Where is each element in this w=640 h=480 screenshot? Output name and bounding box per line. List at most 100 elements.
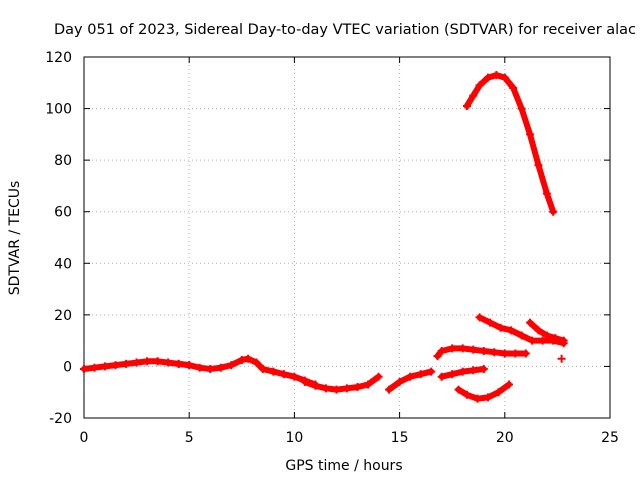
chart-title: Day 051 of 2023, Sidereal Day-to-day VTE…: [54, 22, 636, 38]
data-point: [153, 357, 162, 366]
data-point: [258, 365, 267, 374]
data-point: [132, 358, 141, 367]
data-point: [448, 370, 457, 379]
y-tick-label: 20: [54, 308, 72, 324]
data-point: [195, 363, 204, 372]
data-point: [290, 372, 299, 381]
data-point: [427, 367, 436, 376]
data-point: [521, 349, 530, 358]
data-point: [473, 394, 482, 403]
data-point: [244, 354, 253, 363]
series-arc-5: [434, 345, 529, 360]
y-tick-label: 60: [54, 205, 72, 221]
data-point: [557, 354, 566, 363]
data-point: [496, 323, 505, 332]
data-point: [300, 377, 309, 386]
data-point: [469, 345, 478, 354]
data-point: [343, 384, 351, 393]
data-point: [353, 383, 362, 392]
data-point: [433, 352, 442, 361]
data-point: [227, 361, 236, 370]
data-point: [385, 385, 394, 394]
data-point: [164, 358, 173, 367]
data-point: [364, 380, 373, 389]
data-point: [269, 367, 278, 376]
data-point: [483, 393, 492, 402]
data-point: [479, 365, 488, 374]
data-point: [406, 372, 415, 381]
data-point: [469, 91, 478, 100]
data-point: [462, 101, 471, 110]
data-point: [458, 367, 467, 376]
data-point: [90, 363, 99, 372]
data-point: [101, 362, 110, 371]
data-point: [395, 377, 404, 386]
data-point: [311, 381, 320, 390]
data-point: [458, 344, 467, 353]
data-point: [500, 73, 509, 82]
data-point: [511, 349, 520, 358]
data-point: [479, 346, 488, 355]
data-point: [462, 390, 471, 399]
data-point: [437, 346, 446, 355]
data-point: [80, 365, 88, 374]
data-point: [454, 385, 463, 394]
data-point: [216, 363, 225, 372]
data-point: [559, 336, 568, 345]
data-point: [517, 104, 526, 113]
x-tick-label: 0: [80, 430, 89, 446]
x-tick-label: 20: [496, 430, 514, 446]
data-point: [492, 71, 501, 80]
x-tick-label: 25: [601, 430, 619, 446]
y-tick-label: 120: [45, 50, 72, 66]
axis-ticks: 0 5 10 15 20 25 -20 0 20 40 60 80 100 120: [45, 50, 619, 446]
data-point: [509, 83, 518, 92]
data-point: [143, 357, 152, 366]
data-point: [469, 366, 478, 375]
data-point: [505, 380, 514, 389]
data-point: [494, 388, 503, 397]
data-point: [551, 334, 560, 343]
x-tick-label: 5: [185, 430, 194, 446]
data-point: [538, 336, 547, 345]
data-point: [526, 318, 535, 327]
data-point: [437, 372, 446, 381]
series-arc-8: [463, 72, 557, 215]
data-point: [542, 331, 551, 340]
data-point: [483, 73, 492, 82]
data-point: [174, 359, 183, 368]
data-point: [526, 130, 535, 139]
data-point: [374, 372, 383, 381]
data-point: [475, 313, 484, 322]
data-point: [416, 370, 425, 379]
y-tick-label: 100: [45, 102, 72, 118]
data-point: [237, 355, 246, 364]
data-point: [517, 331, 526, 340]
data-point: [475, 81, 484, 90]
data-point: [534, 326, 543, 335]
data-point: [252, 358, 261, 367]
data-point: [534, 161, 543, 170]
data-point: [185, 361, 194, 370]
y-tick-label: 40: [54, 256, 72, 272]
data-point: [542, 189, 551, 198]
data-point: [486, 318, 495, 327]
y-tick-label: 0: [63, 359, 72, 375]
data-point: [549, 207, 558, 216]
data-point: [206, 365, 215, 374]
y-tick-label: -20: [49, 411, 72, 427]
data-point: [507, 326, 516, 335]
data-point: [279, 370, 288, 379]
plot-frame: [83, 56, 611, 419]
data-point: [111, 361, 120, 370]
x-axis-label: GPS time / hours: [285, 458, 402, 474]
data-point: [321, 384, 330, 393]
data-points: [80, 71, 568, 403]
grid: [84, 57, 610, 418]
y-axis-label: SDTVAR / TECUs: [7, 181, 23, 296]
x-tick-label: 10: [285, 430, 303, 446]
x-tick-label: 15: [391, 430, 409, 446]
y-tick-label: 80: [54, 153, 72, 169]
data-point: [500, 349, 509, 358]
